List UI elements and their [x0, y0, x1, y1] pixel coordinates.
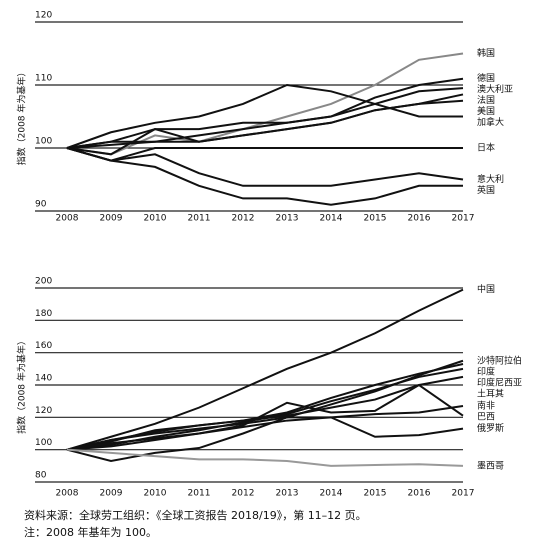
- note: 注：2008 年基年为 100。: [24, 525, 157, 539]
- series-label: 印度: [477, 365, 495, 377]
- series-label: 巴西: [477, 412, 495, 423]
- series-line: [66, 448, 464, 467]
- x-tick-label: 2015: [364, 214, 387, 224]
- y-axis-label: 指数（2008 年为基年）: [16, 68, 28, 166]
- series-line: [66, 147, 463, 162]
- series-line: [66, 99, 464, 156]
- y-tick-label: 120: [35, 11, 52, 21]
- series-line: [66, 147, 464, 187]
- x-tick-label: 2014: [320, 214, 343, 224]
- x-tick-label: 2013: [276, 489, 299, 499]
- series-line: [66, 77, 464, 149]
- x-tick-label: 2011: [188, 214, 211, 224]
- series-label: 墨西哥: [477, 460, 504, 471]
- x-tick-label: 2013: [276, 214, 299, 224]
- series-line: [66, 93, 464, 149]
- x-tick-label: 2016: [408, 489, 431, 499]
- y-tick-label: 160: [35, 341, 52, 351]
- series-line: [66, 405, 464, 451]
- y-tick-label: 140: [35, 374, 52, 384]
- x-tick-label: 2017: [452, 214, 475, 224]
- series-line: [66, 87, 464, 149]
- series-label: 加拿大: [477, 116, 504, 128]
- series-line: [66, 416, 464, 463]
- series-label: 澳大利亚: [477, 83, 513, 95]
- x-tick-label: 2010: [144, 214, 167, 224]
- y-axis-label: 指数（2008 年为基年）: [16, 336, 28, 434]
- series-line: [66, 52, 464, 156]
- x-tick-label: 2016: [408, 214, 431, 224]
- series-label: 印度尼西亚: [477, 376, 522, 388]
- x-tick-label: 2009: [100, 214, 123, 224]
- y-tick-label: 180: [35, 309, 52, 319]
- x-tick-label: 2012: [232, 489, 255, 499]
- series-label: 意大利: [477, 173, 504, 185]
- series-line: [66, 375, 464, 451]
- series-line: [66, 147, 463, 206]
- series-label: 中国: [477, 283, 495, 295]
- x-tick-label: 2012: [232, 214, 255, 224]
- source: 资料来源：全球劳工组织：《全球工资报告 2018/19》，第 11–12 页。: [24, 508, 367, 522]
- series-label: 德国: [477, 72, 495, 84]
- series-label: 南非: [477, 400, 495, 412]
- y-tick-label: 100: [35, 438, 52, 448]
- series-line: [66, 288, 464, 451]
- series-label: 法国: [477, 94, 495, 106]
- x-tick-label: 2011: [188, 489, 211, 499]
- series-label: 沙特阿拉伯: [477, 354, 522, 366]
- y-tick-label: 100: [35, 137, 52, 147]
- x-tick-label: 2014: [320, 489, 343, 499]
- series-line: [66, 83, 463, 149]
- y-tick-label: 200: [35, 277, 52, 287]
- series-line: [66, 383, 464, 451]
- x-tick-label: 2008: [56, 489, 79, 499]
- x-tick-label: 2009: [100, 489, 123, 499]
- x-tick-label: 2015: [364, 489, 387, 499]
- x-tick-label: 2010: [144, 489, 167, 499]
- y-tick-label: 90: [35, 200, 47, 210]
- y-tick-label: 120: [35, 406, 52, 416]
- series-label: 美国: [477, 105, 495, 117]
- x-tick-label: 2008: [56, 214, 79, 224]
- x-tick-label: 2017: [452, 489, 475, 499]
- y-tick-label: 80: [35, 471, 47, 481]
- y-tick-label: 110: [35, 74, 52, 84]
- series-label: 英国: [477, 184, 495, 196]
- series-label: 韩国: [477, 47, 495, 59]
- series-label: 俄罗斯: [477, 422, 504, 434]
- series-label: 土耳其: [477, 387, 504, 399]
- series-label: 日本: [477, 142, 495, 154]
